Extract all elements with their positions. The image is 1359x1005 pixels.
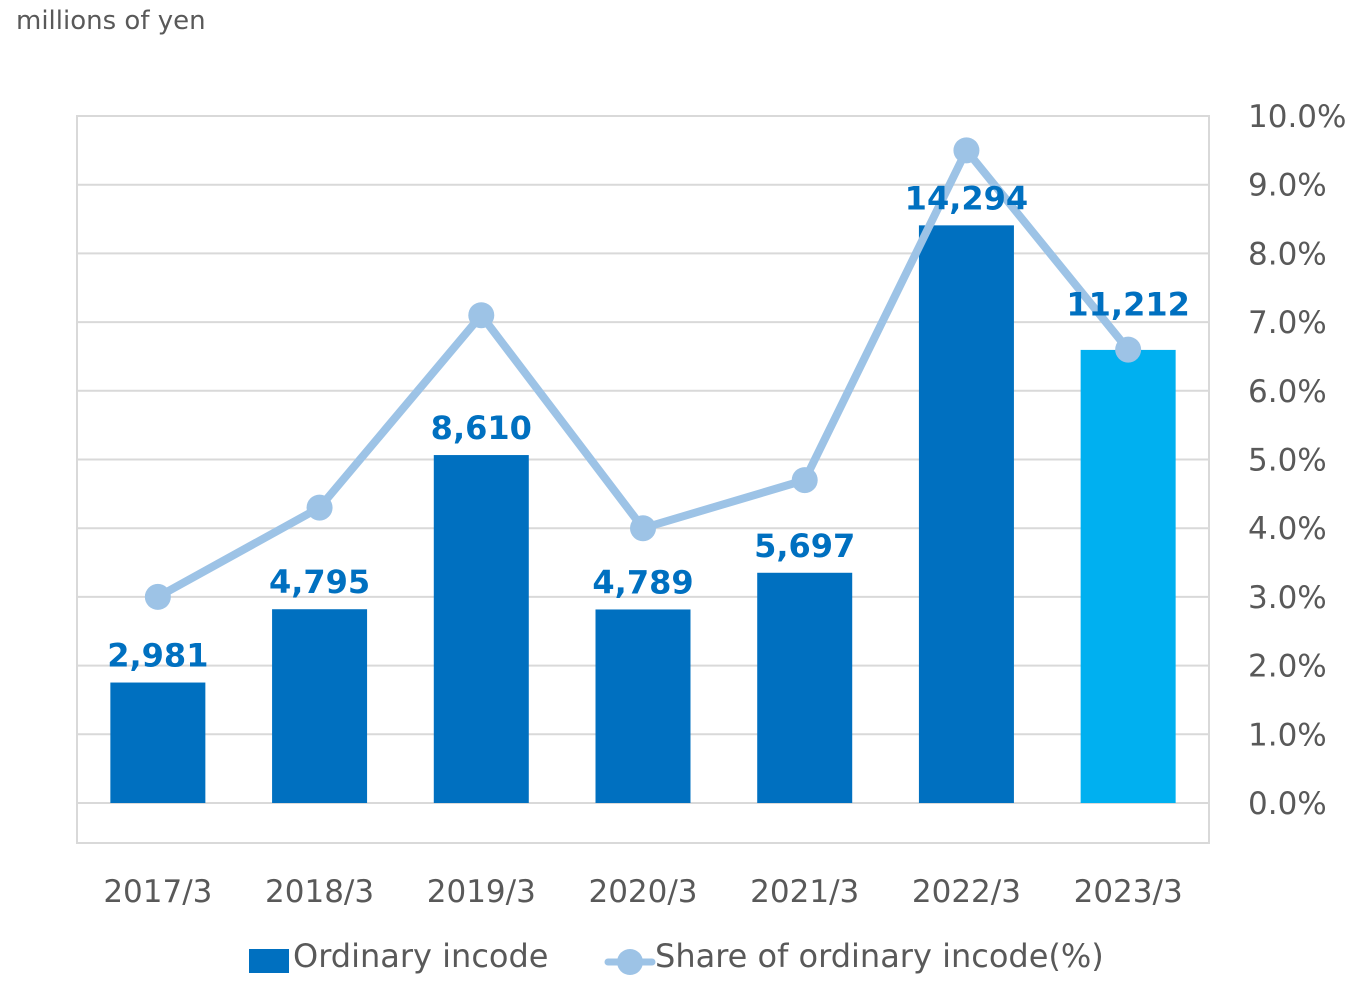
right-axis-ticks: 0.0% 1.0% 2.0% 3.0% 4.0% 5.0% 6.0% 7.0% 8.0% 9.0%…: [1248, 99, 1346, 822]
bar-2021-3: [757, 572, 853, 803]
share-point-2018-3: [306, 494, 333, 521]
data-label-2021-3: 5,697: [754, 527, 855, 565]
bars: [110, 225, 1176, 803]
data-label-2018-3: 4,795: [269, 563, 370, 601]
x-tick-label: 2023/3: [1074, 874, 1183, 910]
bar-2020-3: [595, 609, 691, 803]
data-label-2019-3: 8,610: [431, 409, 532, 447]
share-point-2020-3: [630, 515, 656, 542]
right-tick-label: 8.0%: [1248, 236, 1327, 272]
bar-2019-3: [433, 455, 529, 803]
bar-2017-3: [110, 682, 206, 803]
right-tick-label: 6.0%: [1248, 374, 1327, 410]
x-axis-ticks: 2017/3 2018/3 2019/3 2020/3 2021/3 2022/3 2023…: [103, 874, 1182, 910]
data-label-2017-3: 2,981: [107, 637, 208, 675]
right-tick-label: 9.0%: [1248, 168, 1327, 204]
right-tick-label: 3.0%: [1248, 580, 1327, 616]
x-tick-label: 2020/3: [588, 874, 697, 910]
legend-label-line: Share of ordinary incode(%): [655, 937, 1104, 975]
legend-swatch-bar: [249, 949, 289, 973]
x-tick-label: 2019/3: [427, 874, 536, 910]
unit-label: millions of yen: [16, 6, 206, 36]
bar-2018-3: [272, 609, 368, 803]
right-tick-label: 0.0%: [1248, 786, 1327, 822]
x-tick-label: 2017/3: [103, 874, 212, 910]
data-label-2023-3: 11,212: [1066, 286, 1189, 324]
share-point-2023-3: [1115, 336, 1142, 363]
data-label-2022-3: 14,294: [905, 179, 1028, 217]
share-point-2021-3: [791, 467, 818, 494]
x-tick-label: 2021/3: [750, 874, 859, 910]
right-tick-label: 7.0%: [1248, 305, 1327, 341]
legend-swatch-marker: [617, 949, 643, 975]
x-tick-label: 2018/3: [265, 874, 374, 910]
share-point-2019-3: [468, 302, 495, 329]
bar-2022-3: [918, 225, 1014, 803]
right-tick-label: 2.0%: [1248, 649, 1327, 685]
x-tick-label: 2022/3: [912, 874, 1021, 910]
legend: Ordinary incode Share of ordinary incode…: [249, 937, 1104, 975]
right-tick-label: 4.0%: [1248, 511, 1327, 547]
bar-2023-3: [1080, 349, 1176, 803]
share-point-2022-3: [953, 137, 980, 164]
data-labels: 2,981 4,795 8,610 4,789 5,697 14,294 11,212: [107, 179, 1190, 674]
plot-area-border: [76, 115, 1210, 844]
share-line: [144, 137, 1142, 610]
legend-label-bar: Ordinary incode: [293, 937, 548, 975]
share-point-2017-3: [144, 583, 171, 610]
right-tick-label: 1.0%: [1248, 717, 1327, 753]
right-tick-label: 10.0%: [1248, 99, 1346, 135]
right-tick-label: 5.0%: [1248, 443, 1327, 479]
data-label-2020-3: 4,789: [592, 563, 693, 601]
